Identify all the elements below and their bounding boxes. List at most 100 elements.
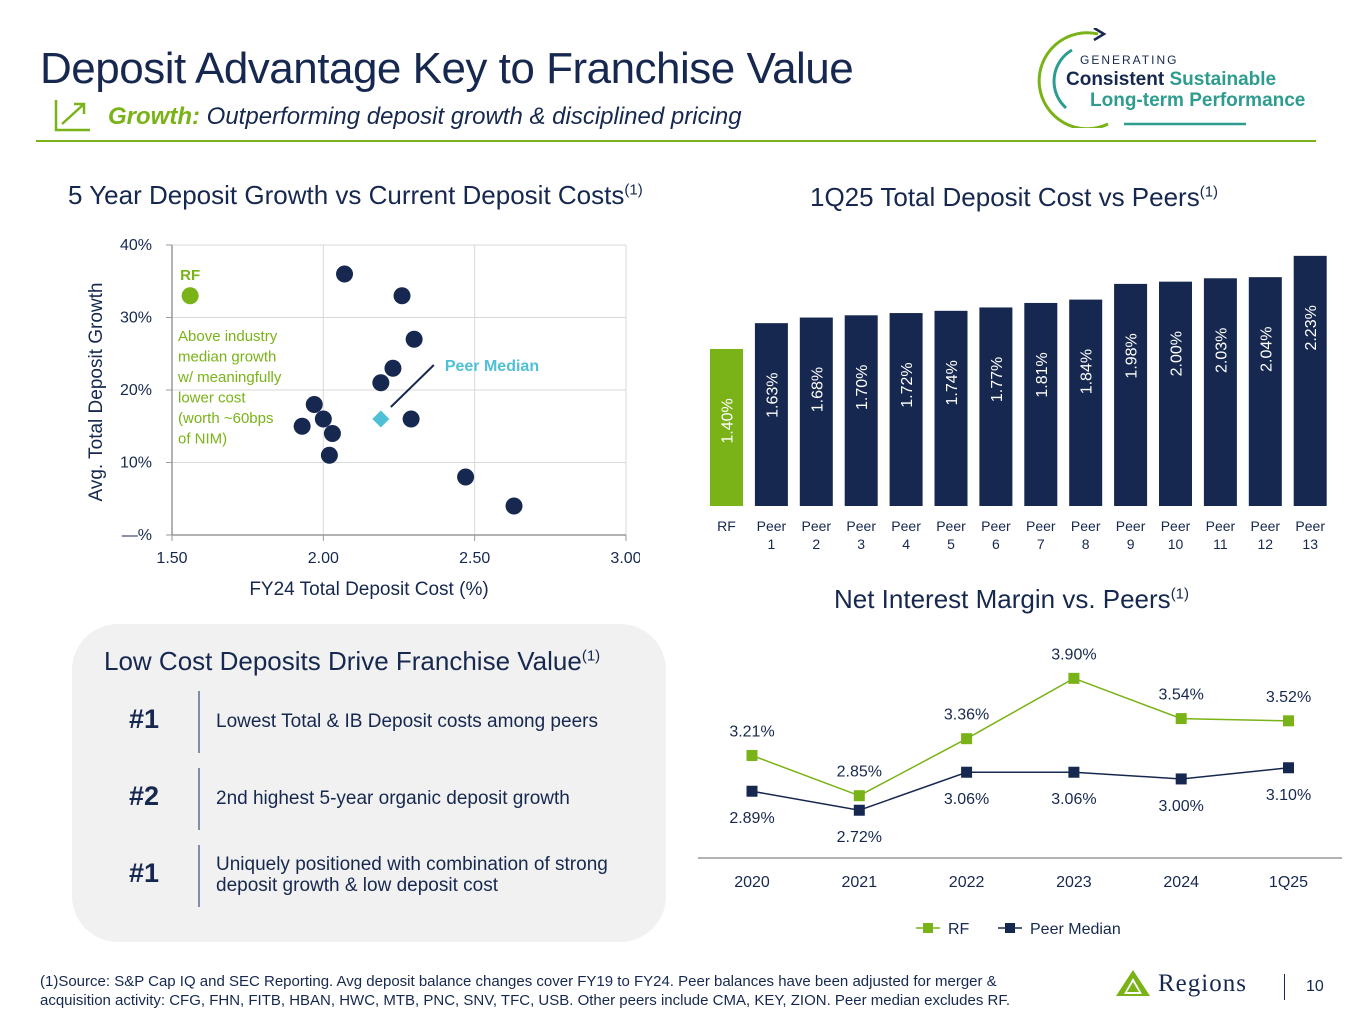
bar-value-label: 1.72% <box>899 362 916 407</box>
rf-value-label: 2.85% <box>837 764 882 781</box>
rf-marker <box>1068 672 1080 684</box>
rf-annotation-line: lower cost <box>178 390 246 407</box>
line-x-label: 2023 <box>1056 874 1092 891</box>
line-chart-title: Net Interest Margin vs. Peers(1) <box>834 584 1189 615</box>
bar-category-label: Peer <box>1071 518 1101 534</box>
bar-category-number: 5 <box>947 536 955 552</box>
bar-value-label: 2.04% <box>1258 326 1275 371</box>
panel-title-note: (1) <box>581 647 601 665</box>
rank-badge: #1 <box>128 858 160 888</box>
page-number: 10 <box>1306 978 1324 995</box>
peer-median-value-label: 3.00% <box>1159 798 1204 815</box>
rf-value-label: 3.54% <box>1159 687 1204 704</box>
bar-category-label: Peer <box>1206 518 1236 534</box>
header-divider <box>36 140 1316 142</box>
bar-chart-title: 1Q25 Total Deposit Cost vs Peers(1) <box>810 182 1218 213</box>
line-x-label: 2024 <box>1163 874 1199 891</box>
rf-marker <box>1283 715 1294 727</box>
bar-value-label: 1.74% <box>944 360 961 405</box>
bar-value-label: 1.98% <box>1124 333 1141 378</box>
rf-marker <box>1175 713 1187 725</box>
generating-logo-arc-icon <box>1037 28 1246 128</box>
peer-point <box>402 410 420 428</box>
rf-marker <box>746 749 758 761</box>
logo-sustainable: Sustainable <box>1169 69 1277 90</box>
bar-value-label: 2.23% <box>1303 305 1320 350</box>
bar <box>889 313 923 506</box>
rf-annotation-line: w/ meaningfully <box>177 369 282 386</box>
bar-category-label: Peer <box>1295 518 1325 534</box>
legend-label: Peer Median <box>1030 921 1121 938</box>
bar <box>799 317 833 506</box>
rank-text: Lowest Total & IB Deposit costs among pe… <box>216 711 598 732</box>
peer-median-point <box>372 410 390 428</box>
bar-value-label: 1.77% <box>989 357 1006 402</box>
rf-series-line <box>751 677 1289 797</box>
rf-marker <box>853 790 865 802</box>
rf-value-label: 3.90% <box>1051 646 1096 663</box>
y-tick-label: 40% <box>120 237 152 254</box>
peer-median-marker <box>746 785 758 797</box>
rf-annotation-line: median growth <box>178 349 276 366</box>
bar-category-number: 8 <box>1082 536 1090 552</box>
line-x-label: 2022 <box>949 874 985 891</box>
peer-point <box>372 374 390 392</box>
y-tick-label: 20% <box>120 382 152 399</box>
y-tick-label: —% <box>122 527 152 544</box>
bar-category-label: Peer <box>757 518 787 534</box>
peer-point <box>457 468 475 486</box>
bar-chart: 1.40% RF 1.63% Peer 1 1.68% Peer 2 1.70% Peer 3 1.7… <box>710 255 1327 552</box>
bar <box>754 323 788 506</box>
line-x-label: 2020 <box>734 874 770 891</box>
peer-point <box>323 425 341 442</box>
bar <box>1069 299 1103 506</box>
bar <box>1203 278 1237 506</box>
legend-swatch-marker <box>923 923 933 933</box>
peer-median-value-label: 3.06% <box>944 791 989 808</box>
x-tick-label: 1.50 <box>156 550 187 567</box>
rank-text: Uniquely positioned with combination of … <box>216 854 608 896</box>
line-title-text: Net Interest Margin vs. Peers <box>834 584 1171 614</box>
franchise-value-panel <box>72 624 666 942</box>
scatter-title-note: (1) <box>624 181 643 199</box>
bar-value-label: 2.00% <box>1169 331 1186 376</box>
rf-point-label: RF <box>180 267 200 284</box>
bar-category-number: 3 <box>857 536 865 552</box>
bar-title-note: (1) <box>1199 183 1219 201</box>
line-x-label: 1Q25 <box>1269 874 1308 891</box>
bar-category-number: 1 <box>768 536 776 552</box>
x-tick-label: 2.00 <box>308 550 339 567</box>
bar-category-number: 4 <box>902 536 910 552</box>
bar-value-label: 1.40% <box>720 398 737 443</box>
panel-title: Low Cost Deposits Drive Franchise Value(… <box>104 646 600 677</box>
line-title-note: (1) <box>1170 585 1190 603</box>
regions-triangle-icon <box>1116 970 1150 996</box>
peer-median-leader-line <box>390 364 435 408</box>
rank-divider <box>198 768 200 830</box>
peer-point <box>505 497 523 515</box>
x-axis-label: FY24 Total Deposit Cost (%) <box>249 579 488 600</box>
bar-value-label: 1.68% <box>809 367 826 412</box>
panel-title-text: Low Cost Deposits Drive Franchise Value <box>104 646 582 676</box>
x-tick-label: 3.00 <box>610 550 640 567</box>
bar-value-label: 1.81% <box>1034 352 1051 397</box>
logo-line1: Consistent Sustainable <box>1066 69 1276 91</box>
y-tick-label: 10% <box>120 455 152 472</box>
rank-badge: #2 <box>128 781 160 811</box>
peer-median-marker <box>1283 762 1294 774</box>
peer-median-marker <box>1175 773 1187 785</box>
bar <box>979 307 1013 506</box>
bar-category-number: 11 <box>1213 536 1228 552</box>
logo-consistent: Consistent <box>1066 69 1165 90</box>
rf-annotation-line: Above industry <box>178 328 278 345</box>
bar-category-label: Peer <box>846 518 876 534</box>
peer-median-value-label: 3.06% <box>1051 791 1096 808</box>
rank-text: 2nd highest 5-year organic deposit growt… <box>216 788 570 809</box>
legend-label: RF <box>948 921 970 938</box>
subtitle-accent: Growth: <box>108 103 200 130</box>
peer-median-marker <box>961 766 973 778</box>
bar-category-label: Peer <box>1026 518 1056 534</box>
bar <box>844 315 878 506</box>
peer-point <box>314 410 332 428</box>
bar-category-label: Peer <box>981 518 1011 534</box>
